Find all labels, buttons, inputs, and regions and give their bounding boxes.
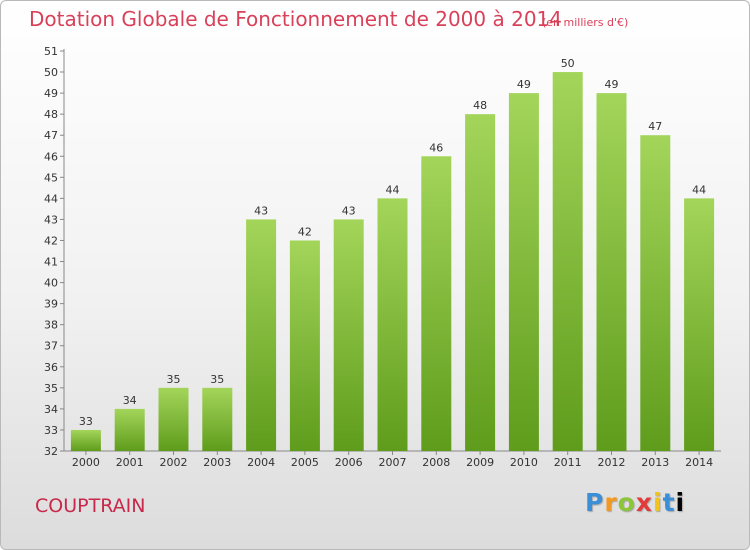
bar-2013 <box>640 135 671 452</box>
x-tick-label: 2001 <box>116 456 144 469</box>
data-labels: 33 34 35 35 43 42 43 44 46 48 49 50 49 47 44 <box>79 57 706 428</box>
y-tick-label: 35 <box>44 382 58 395</box>
y-tick-label: 48 <box>44 108 58 121</box>
chart-subtitle: (en milliers d'€) <box>542 16 629 29</box>
logo-letter: i <box>653 488 663 517</box>
y-tick-label: 45 <box>44 171 58 184</box>
y-tick-label: 49 <box>44 87 58 100</box>
bar-2004 <box>246 219 277 451</box>
data-label: 35 <box>167 373 181 386</box>
bar-2008 <box>421 156 452 451</box>
logo-letter: r <box>604 488 618 517</box>
x-tick-label: 2014 <box>685 456 713 469</box>
y-tick-label: 46 <box>44 150 58 163</box>
bar-2005 <box>289 240 320 451</box>
bar-2001 <box>114 408 145 451</box>
data-label: 35 <box>210 373 224 386</box>
x-tick-label: 2003 <box>203 456 231 469</box>
data-label: 49 <box>605 78 619 91</box>
y-tick-label: 36 <box>44 361 58 374</box>
logo-letter: o <box>617 488 636 517</box>
y-tick-label: 39 <box>44 298 58 311</box>
y-tick-label: 34 <box>44 403 58 416</box>
data-label: 48 <box>473 99 487 112</box>
y-tick-label: 50 <box>44 66 58 79</box>
data-label: 44 <box>386 183 400 196</box>
y-tick-label: 47 <box>44 129 58 142</box>
x-tick-label: 2004 <box>247 456 275 469</box>
logo-letter: x <box>635 488 653 517</box>
bar-2003 <box>202 387 233 451</box>
x-tick-label: 2000 <box>72 456 100 469</box>
location-label: COUPTRAIN <box>35 495 146 517</box>
bar-2009 <box>465 114 496 451</box>
bar-2000 <box>70 429 101 451</box>
bar-2002 <box>158 387 189 451</box>
chart-title: Dotation Globale de Fonctionnement de 20… <box>29 7 562 31</box>
x-tick-label: 2009 <box>466 456 494 469</box>
y-tick-label: 43 <box>44 213 58 226</box>
bar-2012 <box>596 93 627 452</box>
data-label: 46 <box>429 141 443 154</box>
x-tick-label: 2010 <box>510 456 538 469</box>
proxiti-logo: Proxiti <box>585 488 685 517</box>
y-tick-label: 51 <box>44 45 58 58</box>
x-tick-label: 2013 <box>641 456 669 469</box>
y-axis-ticks: 32 33 34 35 36 37 38 39 40 41 42 43 44 45 46 47 48 49 50 51 <box>44 45 64 458</box>
logo-letter: i <box>675 488 686 517</box>
data-label: 43 <box>254 204 268 217</box>
x-tick-label: 2008 <box>422 456 450 469</box>
data-label: 49 <box>517 78 531 91</box>
bar-2010 <box>508 93 539 452</box>
y-tick-label: 44 <box>44 192 58 205</box>
data-label: 44 <box>692 183 706 196</box>
y-tick-label: 41 <box>44 256 58 269</box>
y-tick-label: 42 <box>44 234 58 247</box>
x-tick-label: 2005 <box>291 456 319 469</box>
logo-letter: t <box>662 488 676 517</box>
x-tick-label: 2007 <box>379 456 407 469</box>
data-label: 43 <box>342 204 356 217</box>
bar-2011 <box>552 72 583 451</box>
y-tick-label: 37 <box>44 340 58 353</box>
data-label: 34 <box>123 394 137 407</box>
x-tick-label: 2006 <box>335 456 363 469</box>
y-tick-label: 40 <box>44 277 58 290</box>
logo-letter: P <box>585 488 605 517</box>
bar-2007 <box>377 198 408 451</box>
y-tick-label: 38 <box>44 319 58 332</box>
data-label: 42 <box>298 225 312 238</box>
x-axis-ticks: 2000 2001 2002 2003 2004 2005 2006 2007 2008 2009… <box>72 451 713 469</box>
bars <box>70 72 715 452</box>
x-tick-label: 2011 <box>554 456 582 469</box>
bar-2014 <box>684 198 715 451</box>
data-label: 47 <box>648 120 662 133</box>
x-tick-label: 2012 <box>598 456 626 469</box>
bar-2006 <box>333 219 364 451</box>
y-tick-label: 32 <box>44 445 58 458</box>
data-label: 33 <box>79 415 93 428</box>
x-tick-label: 2002 <box>160 456 188 469</box>
y-tick-label: 33 <box>44 424 58 437</box>
data-label: 50 <box>561 57 575 70</box>
